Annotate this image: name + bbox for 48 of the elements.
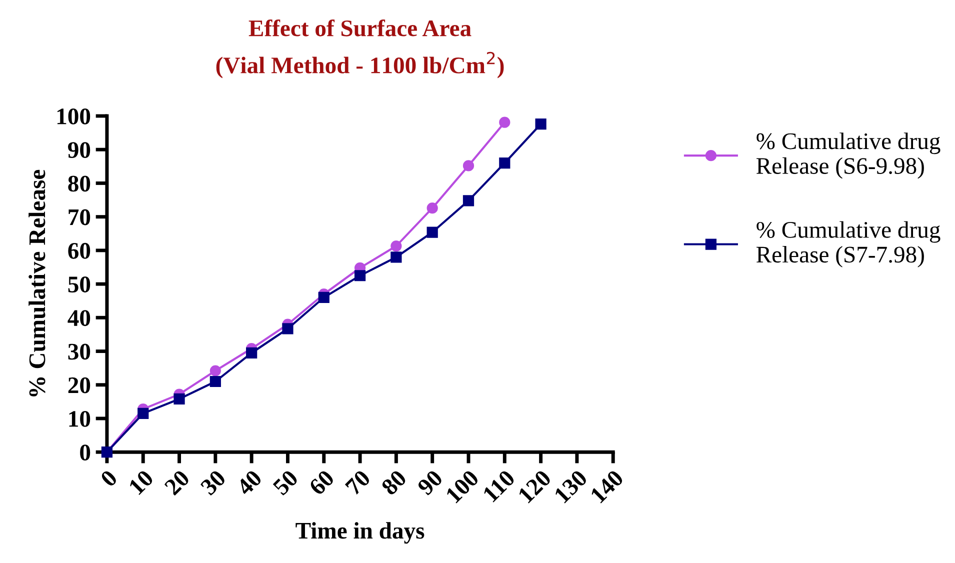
point (390, 252, 402, 263)
point (246, 347, 258, 358)
y-tick-label: 30 (68, 344, 90, 360)
x-axis-title: Time in days (296, 522, 424, 544)
y-tick-label: 60 (68, 242, 90, 259)
point (462, 195, 474, 206)
y-tick-label: 90 (68, 142, 90, 158)
x-tick-label: 0 (100, 469, 118, 488)
x-tick-label: 100 (445, 469, 480, 504)
y-tick-label: 80 (68, 176, 90, 192)
x-tick-label: 140 (590, 469, 624, 504)
y-tick-label: 40 (68, 310, 90, 326)
x-tick-label: 80 (380, 469, 408, 496)
legend-label: % Cumulative drug Release (S7-7.98) (756, 221, 940, 268)
point (499, 116, 510, 128)
x-tick-label: 120 (518, 469, 552, 504)
x-tick-label: 70 (344, 469, 372, 496)
x-tick-label: 110 (482, 469, 516, 503)
chart-title: Effect of Surface Area (Vial Method - 1100 lb/Cm$^{2}$) (216, 19, 504, 78)
y-tick-label: 0 (80, 444, 90, 461)
legend-label: % Cumulative drug Release (S6-9.98) (756, 132, 940, 179)
y-axis-title: % Cumulative Release (28, 170, 46, 396)
x-tick-label: 60 (308, 469, 335, 496)
point (282, 323, 294, 334)
point (354, 270, 366, 282)
point (318, 292, 330, 304)
point (210, 376, 221, 388)
x-tick-label: 130 (554, 469, 588, 504)
point (390, 240, 402, 252)
y-tick-label: 70 (68, 209, 90, 226)
x-tick-label: 50 (272, 469, 299, 496)
point (499, 157, 510, 169)
point (138, 408, 149, 419)
point (210, 365, 221, 376)
y-tick-label: 10 (69, 410, 90, 427)
x-tick-label: 40 (236, 469, 263, 496)
point (426, 226, 438, 238)
y-tick-label: 100 (57, 108, 90, 124)
y-tick-label: 20 (68, 377, 90, 394)
y-tick-label: 50 (68, 276, 90, 292)
point (462, 160, 474, 172)
point (426, 202, 438, 214)
x-tick-label: 20 (164, 469, 190, 496)
point (174, 393, 185, 405)
point (535, 118, 546, 130)
x-tick-label: 10 (128, 469, 154, 496)
x-tick-label: 90 (416, 469, 444, 496)
x-tick-label: 30 (200, 469, 227, 496)
